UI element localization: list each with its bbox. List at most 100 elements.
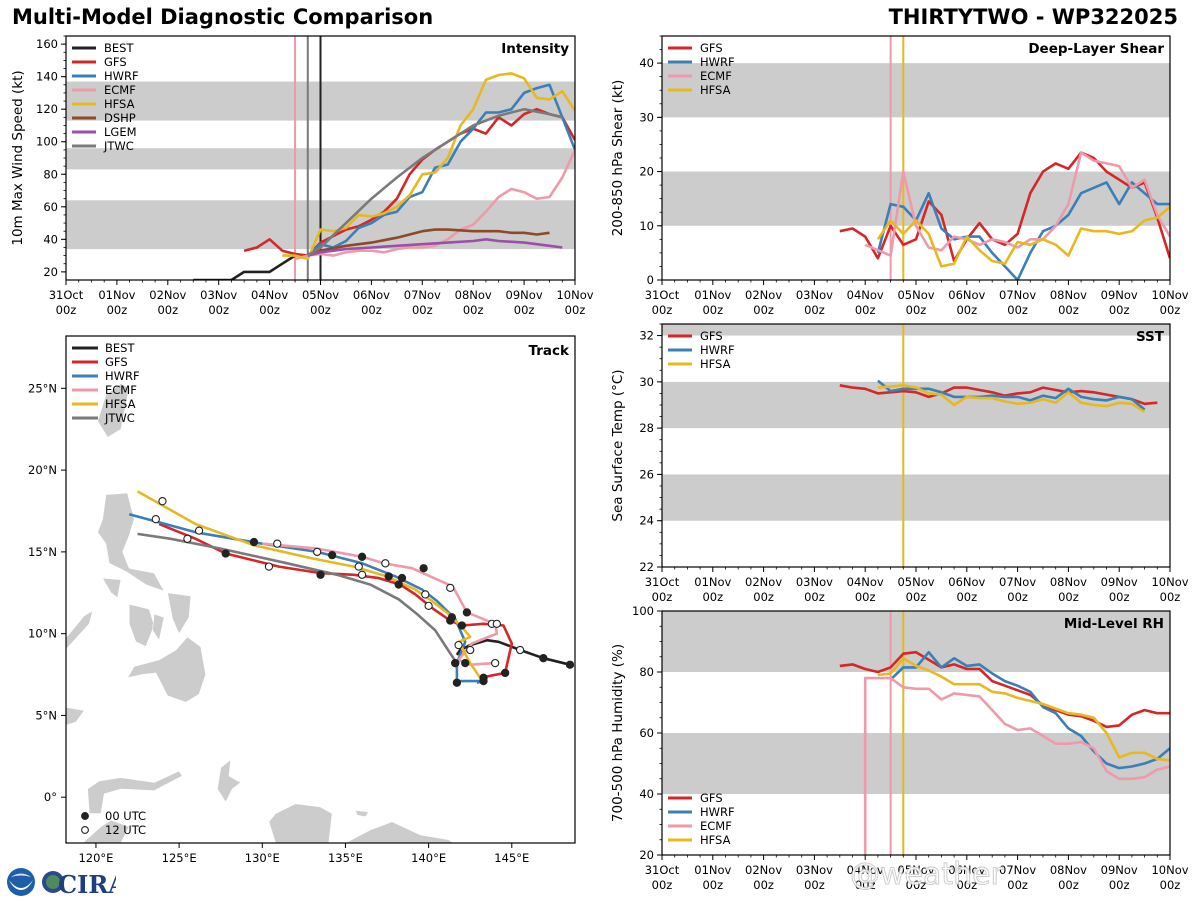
- legend-marker-12utc: [81, 826, 89, 834]
- x-tick-label: 00z: [702, 878, 723, 892]
- track-point-12utc: [183, 534, 192, 543]
- legend-label-hwrf: HWRF: [105, 369, 140, 383]
- x-tick-label: 04Nov: [847, 863, 884, 877]
- legend-label-jtwc: JTWC: [103, 139, 134, 153]
- x-tick-label: 01Nov: [694, 863, 731, 877]
- x-tick-label: 02Nov: [745, 863, 782, 877]
- x-tick-label: 04Nov: [847, 288, 884, 302]
- cira-globe-icon: [42, 871, 64, 893]
- x-tick-label: 00z: [702, 590, 723, 604]
- y-tick-label: 140: [36, 70, 58, 84]
- x-tick-label: 10Nov: [1151, 288, 1188, 302]
- track-point-12utc: [515, 645, 525, 655]
- x-tick-label: 07Nov: [404, 288, 441, 302]
- y-tick-label: 30: [639, 375, 654, 389]
- x-tick-label: 00z: [1109, 303, 1130, 317]
- series-line-hfsa: [877, 656, 1170, 762]
- legend-label-12utc: 12 UTC: [105, 823, 146, 837]
- series-line-hfsa: [877, 383, 1146, 413]
- x-tick-label: 08Nov: [1050, 288, 1087, 302]
- y-tick-label: 40: [43, 232, 58, 246]
- x-tick-label: 02Nov: [745, 575, 782, 589]
- land-mass: [128, 603, 155, 648]
- land-mass: [82, 819, 130, 843]
- legend-label-hfsa: HFSA: [105, 397, 136, 411]
- lon-tick-label: 120°E: [78, 851, 113, 865]
- track-point-12utc: [151, 515, 160, 524]
- x-tick-label: 07Nov: [999, 288, 1036, 302]
- x-tick-label: 00z: [514, 303, 535, 317]
- track-point-12utc: [264, 562, 274, 571]
- series-line-lgem: [307, 238, 563, 257]
- x-tick-label: 00z: [804, 303, 825, 317]
- series-line-dshp: [307, 228, 550, 257]
- shaded-band: [662, 171, 1170, 226]
- x-tick-label: 00z: [702, 303, 723, 317]
- x-tick-label: 09Nov: [1101, 575, 1138, 589]
- track-line-gfs: [158, 522, 514, 680]
- track-point-12utc: [381, 559, 390, 568]
- y-tick-label: 30: [639, 110, 654, 124]
- y-tick-label: 26: [639, 467, 654, 481]
- x-tick-label: 00z: [1058, 878, 1079, 892]
- legend-label-ecmf: ECMF: [105, 383, 137, 397]
- x-tick-label: 05Nov: [897, 575, 934, 589]
- x-tick-label: 00z: [1109, 878, 1130, 892]
- shaded-band: [662, 324, 1170, 336]
- y-tick-label: 60: [639, 726, 654, 740]
- x-tick-label: 00z: [652, 878, 673, 892]
- shaded-band: [662, 611, 1170, 672]
- legend-label-hwrf: HWRF: [104, 69, 139, 83]
- series-line-gfs: [243, 107, 575, 257]
- x-tick-label: 03Nov: [200, 288, 237, 302]
- legend-label-gfs: GFS: [700, 329, 723, 343]
- y-axis-label: 200-850 hPa Shear (kt): [610, 80, 626, 237]
- x-tick-label: 01Nov: [694, 575, 731, 589]
- track-point-00utc: [394, 580, 403, 589]
- track-point-00utc: [384, 572, 393, 581]
- track-point-00utc: [479, 676, 488, 686]
- x-tick-label: 05Nov: [302, 288, 339, 302]
- x-tick-label: 00z: [1160, 303, 1181, 317]
- plot-frame: [661, 323, 1171, 568]
- track-point-00utc: [565, 660, 575, 669]
- series-line-hwrf: [877, 379, 1146, 411]
- x-tick-label: 00z: [1058, 303, 1079, 317]
- series-line-gfs: [839, 384, 1158, 406]
- intensity-panel: 2040608010012014016031Oct00z01Nov00z02No…: [10, 35, 594, 317]
- x-tick-label: 01Nov: [98, 288, 135, 302]
- x-tick-label: 06Nov: [353, 288, 390, 302]
- y-axis-label: Sea Surface Temp (°C): [610, 369, 626, 521]
- x-tick-label: 06Nov: [948, 863, 985, 877]
- x-tick-label: 00z: [906, 590, 927, 604]
- x-tick-label: 00z: [107, 303, 128, 317]
- legend-label-hfsa: HFSA: [700, 833, 731, 847]
- land-mass: [97, 492, 165, 592]
- x-tick-label: 01Nov: [694, 288, 731, 302]
- x-tick-label: 08Nov: [1050, 575, 1087, 589]
- noaa-emblem-icon: [7, 868, 35, 896]
- x-tick-label: 06Nov: [948, 288, 985, 302]
- legend-label-hfsa: HFSA: [700, 357, 731, 371]
- x-tick-label: 09Nov: [1101, 863, 1138, 877]
- y-tick-label: 100: [36, 135, 58, 149]
- x-tick-label: 00z: [804, 590, 825, 604]
- series-line-hwrf: [876, 181, 1170, 280]
- legend-label-gfs: GFS: [104, 55, 127, 69]
- legend-label-hwrf: HWRF: [700, 805, 735, 819]
- x-tick-label: 00z: [956, 878, 977, 892]
- x-tick-label: 08Nov: [1050, 863, 1087, 877]
- x-tick-label: 00z: [804, 878, 825, 892]
- x-tick-label: 00z: [956, 303, 977, 317]
- track-point-00utc: [447, 613, 457, 622]
- page-title: Multi-Model Diagnostic Comparison: [12, 5, 434, 29]
- x-tick-label: 31Oct: [49, 288, 84, 302]
- legend-label-gfs: GFS: [105, 355, 128, 369]
- x-tick-label: 00z: [1160, 878, 1181, 892]
- lon-tick-label: 130°E: [245, 851, 280, 865]
- y-tick-label: 24: [639, 514, 654, 528]
- series-line-jtwc: [307, 107, 563, 257]
- track-point-12utc: [194, 526, 204, 535]
- y-tick-label: 20: [43, 265, 58, 279]
